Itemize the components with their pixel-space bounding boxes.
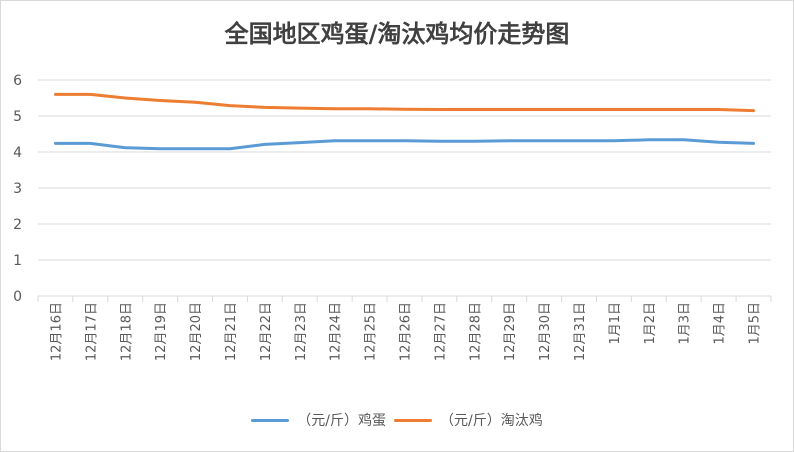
x-tick-label: 12月16日	[49, 302, 64, 361]
x-tick-label: 12月31日	[573, 302, 588, 361]
x-tick-label: 12月30日	[538, 302, 553, 361]
y-tick-label: 4	[13, 145, 22, 161]
x-tick-label: 12月17日	[84, 302, 99, 361]
legend-item-hen: （元/斤）淘汰鸡	[394, 410, 543, 430]
legend-swatch-hen	[394, 418, 432, 422]
legend-item-egg: （元/斤）鸡蛋	[251, 410, 386, 430]
x-tick-label: 12月28日	[468, 302, 483, 361]
legend-label-egg: （元/斤）鸡蛋	[297, 413, 386, 429]
x-tick-label: 12月19日	[154, 302, 169, 361]
x-tick-label: 12月18日	[119, 302, 134, 361]
series-line-hen	[54, 92, 755, 113]
x-tick-label: 12月26日	[399, 302, 414, 361]
y-tick-label: 3	[13, 181, 22, 197]
x-tick-label: 12月27日	[433, 302, 448, 361]
y-tick-label: 2	[13, 217, 22, 233]
x-tick-label: 1月4日	[713, 302, 728, 345]
x-tick-label: 12月21日	[224, 302, 239, 361]
x-tick-label: 12月24日	[329, 302, 344, 361]
chart-title: 全国地区鸡蛋/淘汰鸡均价走势图	[224, 20, 570, 48]
legend-swatch-egg	[251, 418, 290, 422]
y-tick-label: 6	[13, 73, 22, 89]
series-line-egg	[54, 138, 755, 151]
x-tick-label: 1月1日	[608, 302, 623, 345]
x-tick-label: 12月22日	[259, 302, 274, 361]
y-tick-label: 1	[13, 253, 22, 269]
x-tick-label: 12月20日	[189, 302, 204, 361]
x-tick-label: 12月29日	[503, 302, 518, 361]
x-tick-label: 1月2日	[643, 302, 658, 345]
x-tick-label: 12月23日	[294, 302, 309, 361]
x-tick-label: 1月5日	[748, 302, 763, 345]
x-tick-label: 1月3日	[678, 302, 693, 345]
x-tick-label: 12月25日	[364, 302, 379, 361]
legend-label-hen: （元/斤）淘汰鸡	[440, 413, 543, 429]
legend: （元/斤）鸡蛋 （元/斤）淘汰鸡	[0, 408, 794, 432]
y-tick-label: 0	[13, 289, 22, 305]
y-tick-label: 5	[13, 109, 22, 125]
